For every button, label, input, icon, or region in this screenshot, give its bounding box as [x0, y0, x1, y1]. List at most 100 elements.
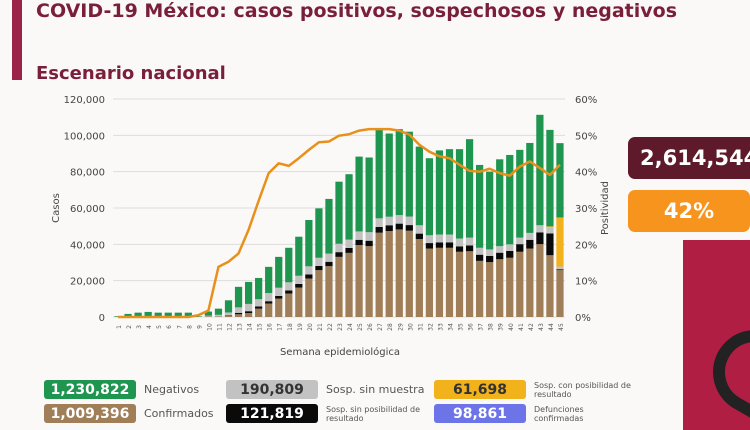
bar-sosp-sin-muestra — [204, 315, 213, 317]
bar-sosp-con-posibilidad-de-resultado — [546, 226, 554, 228]
bar-sosp-sin-muestra — [315, 257, 323, 266]
bar-sosp-sin-muestra — [425, 235, 434, 244]
bar-confirmados — [244, 313, 253, 317]
x-tick-label: 44 — [548, 323, 555, 331]
x-tick-label: 34 — [447, 323, 454, 331]
x-tick-label: 37 — [478, 323, 485, 331]
bar-negativos — [345, 174, 353, 240]
x-tick-label: 33 — [437, 323, 444, 331]
x-tick-label: 38 — [488, 323, 495, 331]
bar-negativos — [425, 158, 434, 236]
bar-sosp-sin-posibilidad-de-resultado — [375, 226, 383, 233]
bar-negativos — [335, 181, 343, 244]
bar-negativos — [114, 316, 122, 317]
x-tick-label: 30 — [407, 323, 414, 331]
bar-confirmados — [365, 246, 373, 317]
x-tick-label: 27 — [377, 323, 384, 331]
bar-sosp-sin-posibilidad-de-resultado — [476, 254, 484, 261]
bar-confirmados — [445, 247, 454, 317]
bar-confirmados — [224, 315, 233, 317]
legend-sin-posibilidad-label: Sosp. sin posibilidad de resultado — [326, 405, 421, 423]
bar-confirmados — [355, 245, 363, 317]
x-tick-label: 17 — [277, 323, 284, 331]
legend-sin-posibilidad-value: 121,819 — [226, 404, 318, 423]
y-tick-label: 120,000 — [64, 95, 105, 106]
bar-sosp-sin-posibilidad-de-resultado — [405, 225, 413, 231]
y-tick-label: 60,000 — [70, 204, 105, 215]
bar-sosp-sin-posibilidad-de-resultado — [496, 252, 504, 260]
bar-sosp-sin-muestra — [465, 237, 474, 246]
legend-con-posibilidad-value: 61,698 — [434, 380, 526, 399]
y2-axis-label: Positividad — [600, 181, 611, 235]
x-tick-label: 3 — [136, 325, 143, 329]
bar-sosp-sin-posibilidad-de-resultado — [486, 255, 494, 263]
presenter-photo — [683, 240, 750, 430]
bar-sosp-sin-muestra — [224, 312, 233, 316]
bar-confirmados — [556, 270, 564, 317]
bar-confirmados — [476, 260, 484, 317]
bar-sosp-sin-muestra — [486, 249, 494, 256]
bar-negativos — [265, 266, 273, 294]
bar-confirmados — [325, 266, 333, 317]
legend-negatives-label: Negativos — [144, 383, 200, 396]
bar-negativos — [355, 156, 363, 232]
bar-negativos — [184, 312, 192, 317]
y-tick-label: 80,000 — [70, 168, 105, 179]
bar-negativos — [385, 133, 393, 217]
bar-negativos — [224, 300, 233, 313]
y2-tick-label: 20% — [575, 240, 597, 251]
bar-sosp-sin-muestra — [265, 293, 273, 302]
legend-sin-muestra-label: Sosp. sin muestra — [326, 383, 425, 396]
bar-negativos — [275, 256, 283, 288]
bar-sosp-sin-muestra — [435, 234, 444, 243]
bar-sosp-sin-muestra — [345, 239, 353, 248]
bar-sosp-sin-posibilidad-de-resultado — [224, 315, 233, 316]
legend: 1,230,822 Negativos 190,809 Sosp. sin mu… — [44, 380, 684, 430]
x-tick-label: 36 — [468, 323, 475, 331]
x-tick-label: 20 — [307, 323, 314, 331]
y-tick-label: 20,000 — [70, 277, 105, 288]
bar-negativos — [124, 313, 132, 317]
bar-negativos — [295, 236, 303, 276]
bar-confirmados — [506, 257, 514, 317]
legend-deaths-value: 98,861 — [434, 404, 526, 423]
bar-confirmados — [516, 251, 524, 317]
bar-confirmados — [526, 248, 534, 317]
bar-confirmados — [345, 252, 353, 317]
bar-confirmados — [204, 316, 213, 317]
bar-sosp-sin-posibilidad-de-resultado — [234, 312, 243, 315]
bar-confirmados — [265, 303, 273, 317]
bar-sosp-sin-muestra — [415, 225, 423, 234]
bar-sosp-sin-posibilidad-de-resultado — [285, 290, 293, 294]
bar-confirmados — [285, 293, 293, 317]
legend-negatives-value: 1,230,822 — [44, 380, 136, 399]
bar-negativos — [536, 114, 544, 226]
y2-tick-label: 40% — [575, 168, 597, 179]
bar-sosp-sin-muestra — [506, 244, 514, 251]
bar-sosp-sin-posibilidad-de-resultado — [556, 269, 564, 271]
bar-sosp-sin-muestra — [556, 266, 564, 270]
x-tick-label: 41 — [518, 323, 525, 331]
bar-sosp-sin-posibilidad-de-resultado — [244, 311, 253, 314]
y-tick-label: 40,000 — [70, 240, 105, 251]
bar-negativos — [506, 154, 514, 245]
bar-sosp-con-posibilidad-de-resultado — [556, 217, 564, 267]
x-tick-label: 6 — [166, 325, 173, 329]
positivity-badge: 42% — [628, 190, 750, 232]
x-tick-label: 10 — [206, 323, 213, 331]
x-tick-label: 25 — [357, 323, 364, 331]
bar-sosp-sin-posibilidad-de-resultado — [305, 274, 313, 279]
bar-sosp-sin-muestra — [455, 238, 464, 247]
legend-con-posibilidad-label: Sosp. con posibilidad de resultado — [534, 381, 631, 399]
bar-sosp-sin-muestra — [325, 253, 333, 262]
bar-confirmados — [375, 232, 383, 317]
bar-negativos — [445, 149, 454, 235]
bar-negativos — [325, 198, 333, 254]
bar-confirmados — [546, 255, 554, 317]
bar-negativos — [134, 312, 142, 317]
bar-sosp-sin-posibilidad-de-resultado — [506, 250, 514, 258]
bar-confirmados — [315, 270, 323, 317]
x-tick-label: 26 — [367, 323, 374, 331]
y2-tick-label: 30% — [575, 204, 597, 215]
bar-sosp-sin-muestra — [516, 237, 524, 245]
